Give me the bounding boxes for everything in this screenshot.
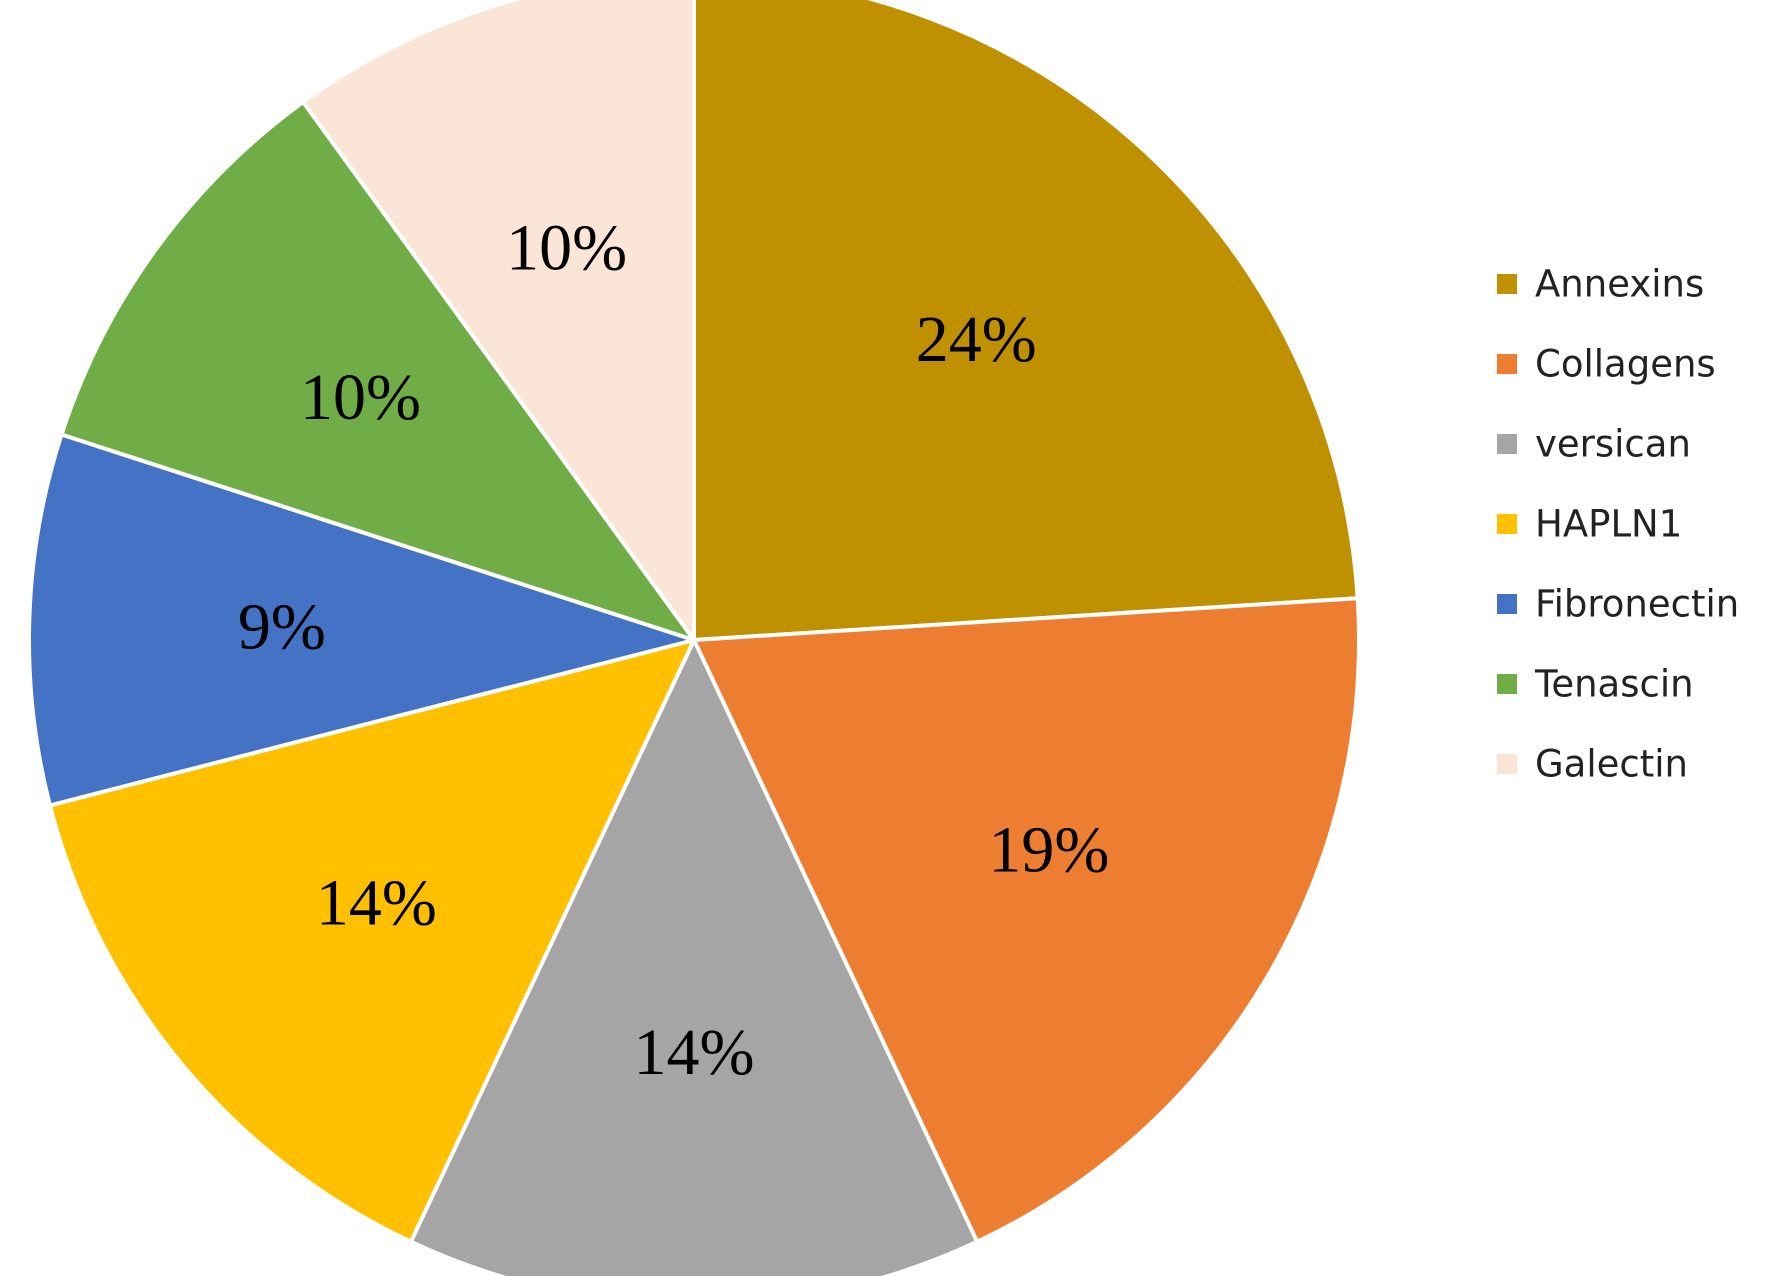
pie-slice-collagens [692, 596, 1362, 1244]
pie-slice-versican [408, 638, 980, 1276]
legend-swatch-hapln1 [1497, 514, 1517, 534]
data-label-annexins: 24% [916, 303, 1037, 376]
data-label-tenascin: 10% [300, 361, 421, 434]
legend-swatch-galectin [1497, 754, 1517, 774]
legend-item-collagens: Collagens [1497, 343, 1716, 386]
legend-label-collagens: Collagens [1535, 343, 1716, 386]
legend: Annexins Collagens versican HAPLN1 Fibronect… [1497, 263, 1739, 786]
data-label-hapln1: 14% [316, 866, 437, 939]
legend-label-fibronectin: Fibronectin [1535, 583, 1739, 626]
legend-label-galectin: Galectin [1535, 743, 1688, 786]
pie-slice-tenascin [59, 100, 696, 642]
legend-swatch-versican [1497, 434, 1517, 454]
legend-swatch-fibronectin [1497, 594, 1517, 614]
legend-label-tenascin: Tenascin [1534, 663, 1694, 706]
legend-item-annexins: Annexins [1497, 263, 1704, 306]
legend-item-fibronectin: Fibronectin [1497, 583, 1739, 626]
pie-slices [27, 0, 1362, 1276]
data-label-galectin: 10% [506, 211, 627, 284]
pie-slice-galectin [301, 0, 696, 642]
legend-label-annexins: Annexins [1535, 263, 1704, 306]
pie-slice-annexins [692, 0, 1360, 642]
legend-label-hapln1: HAPLN1 [1535, 503, 1682, 546]
legend-swatch-annexins [1497, 274, 1517, 294]
data-label-versican: 14% [634, 1016, 755, 1089]
legend-swatch-collagens [1497, 354, 1517, 374]
legend-item-tenascin: Tenascin [1497, 663, 1694, 706]
legend-label-versican: versican [1535, 423, 1691, 466]
pie-slice-fibronectin [27, 432, 696, 808]
pie-data-labels: 24% 19% 14% 14% 9% 10% 10% [238, 211, 1109, 1088]
legend-item-versican: versican [1497, 423, 1691, 466]
legend-swatch-tenascin [1497, 674, 1517, 694]
data-label-fibronectin: 9% [238, 591, 326, 664]
legend-item-galectin: Galectin [1497, 743, 1688, 786]
pie-slice-hapln1 [47, 638, 696, 1244]
data-label-collagens: 19% [988, 813, 1109, 886]
legend-item-hapln1: HAPLN1 [1497, 503, 1682, 546]
